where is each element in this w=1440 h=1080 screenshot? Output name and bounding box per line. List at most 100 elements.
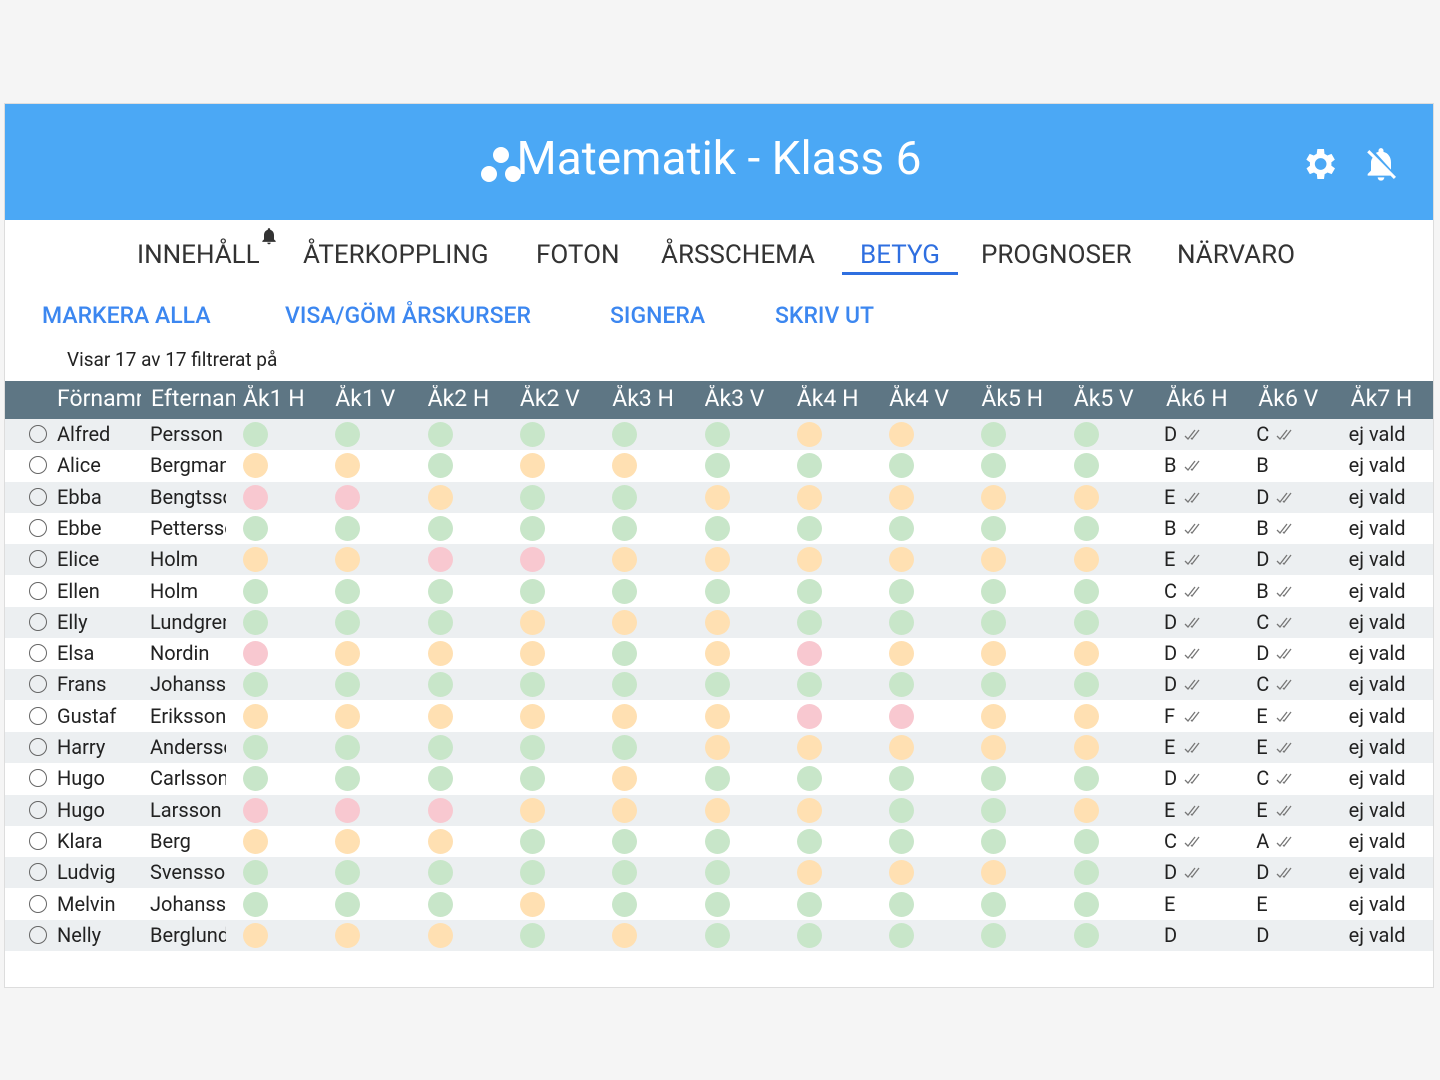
status-dot: [889, 422, 915, 447]
signed-icon: [1184, 742, 1200, 753]
column-header[interactable]: Åk6 V: [1258, 385, 1319, 412]
signed-icon: [1184, 460, 1200, 472]
grade: E: [1164, 891, 1176, 916]
status-dot: [1073, 453, 1099, 479]
status-dot: [335, 735, 361, 760]
signed-mark: [1184, 611, 1206, 635]
row-select[interactable]: [29, 581, 47, 600]
signed-mark: [1184, 486, 1206, 510]
grade: E: [1164, 735, 1176, 759]
column-header[interactable]: Åk4 H: [796, 385, 859, 412]
status-dot: [612, 578, 638, 604]
status-text: Visar 17 av 17 filtrerat på: [67, 348, 278, 371]
action-button[interactable]: SKRIV UT: [775, 302, 875, 329]
last-name: Svensson: [150, 860, 226, 885]
column-header[interactable]: Åk6 H: [1166, 385, 1228, 412]
last-name: Holm: [150, 578, 199, 603]
status-dot: [427, 609, 453, 635]
grade: E: [1256, 703, 1268, 728]
status-dot: [519, 735, 545, 760]
notifications-off-icon[interactable]: [1361, 144, 1401, 184]
action-button[interactable]: VISA/GÖM ÅRSKURSER: [285, 302, 531, 329]
signed-icon: [1276, 836, 1292, 847]
column-header[interactable]: Åk1 H: [243, 385, 305, 412]
column-header[interactable]: Åk5 V: [1073, 385, 1134, 412]
status-dot: [243, 922, 268, 948]
row-select[interactable]: [29, 518, 47, 537]
first-name: Frans: [57, 672, 107, 697]
row-select[interactable]: [29, 925, 47, 944]
status-dot: [612, 422, 638, 447]
grade: D: [1164, 860, 1178, 885]
status-dot: [704, 578, 730, 604]
column-header[interactable]: Åk7 H: [1350, 385, 1413, 412]
table-row: Ebba Bengtsson E Dej vald: [5, 481, 1433, 513]
status-dot: [796, 641, 822, 667]
table-row: Ludvig Svensson D Dej vald: [5, 857, 1433, 889]
status-dot: [704, 422, 730, 447]
tab[interactable]: INNEHÅLL: [137, 240, 260, 270]
first-name: Elsa: [57, 641, 95, 666]
tab[interactable]: PROGNOSER: [981, 240, 1132, 270]
row-select[interactable]: [29, 769, 47, 788]
row-select[interactable]: [29, 831, 47, 850]
row-select[interactable]: [29, 738, 47, 756]
status-dot: [1073, 735, 1099, 760]
row-select[interactable]: [29, 894, 47, 913]
tab[interactable]: NÄRVARO: [1177, 240, 1295, 270]
status-dot: [889, 453, 915, 479]
signed-mark: [1276, 830, 1298, 854]
grade: ej vald: [1348, 453, 1406, 478]
last-name: Persson: [150, 422, 223, 446]
column-header[interactable]: Åk3 H: [612, 385, 674, 412]
row-select[interactable]: [29, 487, 47, 506]
column-header[interactable]: Åk2 V: [519, 385, 580, 412]
action-button[interactable]: MARKERA ALLA: [42, 302, 211, 329]
row-select[interactable]: [29, 800, 47, 819]
tab[interactable]: ÅTERKOPPLING: [303, 240, 489, 270]
status-dot: [981, 672, 1007, 698]
status-dot: [981, 515, 1007, 541]
signed-mark: [1276, 799, 1298, 823]
last-name: Bengtsson: [150, 484, 226, 509]
status-dot: [1073, 484, 1099, 510]
column-header[interactable]: Åk1 V: [335, 385, 396, 412]
tab[interactable]: ÅRSSCHEMA: [661, 240, 815, 270]
row-select[interactable]: [29, 550, 47, 569]
row-select[interactable]: [29, 675, 47, 694]
first-name: Nelly: [57, 922, 102, 947]
column-header[interactable]: Åk5 H: [981, 385, 1044, 412]
column-header[interactable]: Efternamn: [151, 385, 235, 412]
signed-icon: [1276, 711, 1292, 722]
tab[interactable]: BETYG: [842, 240, 958, 275]
column-header[interactable]: Åk2 H: [427, 385, 490, 412]
status-dot: [796, 515, 822, 541]
action-button[interactable]: SIGNERA: [610, 302, 706, 329]
status-dot: [519, 484, 545, 510]
row-select[interactable]: [29, 425, 47, 443]
status-dot: [889, 891, 915, 917]
status-dot: [981, 641, 1007, 667]
row-select[interactable]: [29, 706, 47, 725]
status-dot: [335, 703, 361, 729]
row-select[interactable]: [29, 612, 47, 631]
column-header[interactable]: Åk3 V: [704, 385, 765, 412]
signed-icon: [1184, 679, 1200, 691]
column-header[interactable]: Åk4 V: [889, 385, 950, 412]
grade: F: [1164, 703, 1176, 728]
tab[interactable]: FOTON: [536, 240, 620, 270]
column-header[interactable]: Förnamn: [57, 385, 141, 412]
status-dot: [427, 515, 453, 541]
settings-icon[interactable]: [1299, 144, 1339, 184]
row-select[interactable]: [29, 644, 47, 663]
row-select[interactable]: [29, 863, 47, 882]
signed-icon: [1276, 867, 1292, 879]
row-select[interactable]: [29, 456, 47, 475]
status-dot: [1073, 860, 1099, 886]
status-dot: [519, 860, 545, 886]
status-dot: [704, 860, 730, 886]
first-name: Alfred: [57, 422, 111, 446]
status-dot: [612, 641, 638, 667]
